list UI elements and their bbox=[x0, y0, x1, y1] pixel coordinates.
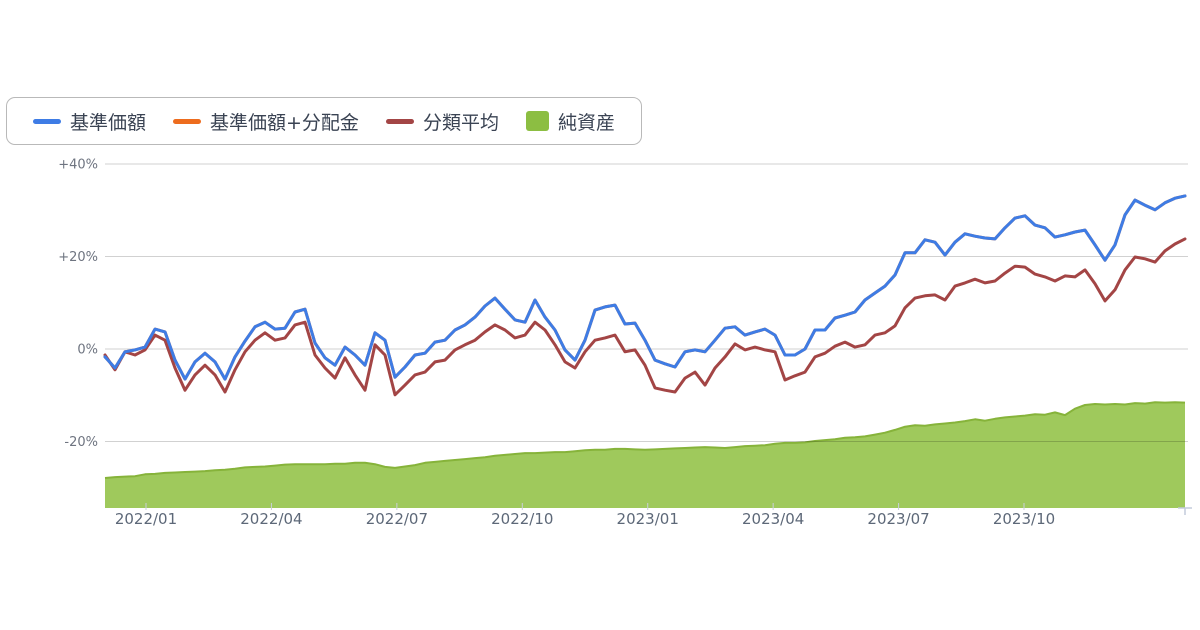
legend-item-category-average: 分類平均 bbox=[385, 108, 499, 135]
legend-label-nav: 基準価額 bbox=[70, 111, 147, 134]
nav-line bbox=[103, 194, 1187, 381]
category-average-line bbox=[103, 237, 1187, 397]
x-axis-label: 2023/10 bbox=[993, 510, 1055, 528]
x-axis-label: 2022/04 bbox=[240, 510, 302, 528]
nav-with-dividends-line bbox=[103, 194, 1187, 381]
y-axis-label: +40% bbox=[58, 158, 98, 173]
legend-item-nav: 基準価額 bbox=[33, 108, 146, 135]
legend-label-nav-with-dividends: 基準価額+分配金 bbox=[210, 111, 359, 134]
x-axis-label: 2023/01 bbox=[617, 510, 679, 528]
x-axis-label: 2022/10 bbox=[491, 510, 553, 528]
y-axis-label: -20% bbox=[64, 435, 98, 450]
legend-label-category-average: 分類平均 bbox=[422, 111, 499, 134]
legend-label-net-assets: 純資産 bbox=[557, 111, 615, 134]
y-axis-label: 0% bbox=[77, 343, 98, 358]
nav-line-swatch bbox=[33, 118, 61, 124]
net-assets-area bbox=[105, 402, 1185, 508]
net-assets-area-swatch bbox=[525, 111, 549, 131]
chart-legend: 基準価額 基準価額+分配金 分類平均 純資産 bbox=[6, 97, 642, 145]
x-axis-label: 2023/04 bbox=[742, 510, 804, 528]
x-axis-label: 2023/07 bbox=[867, 510, 929, 528]
y-axis-label: +20% bbox=[58, 250, 98, 265]
legend-item-nav-with-dividends: 基準価額+分配金 bbox=[173, 108, 359, 135]
nav-with-dividends-line-swatch bbox=[173, 118, 202, 124]
category-average-line-swatch bbox=[385, 118, 414, 124]
x-axis-label: 2022/01 bbox=[115, 510, 177, 528]
net-assets-area-edge bbox=[104, 401, 1186, 479]
legend-item-net-assets: 純資産 bbox=[525, 108, 615, 135]
x-axis-label: 2022/07 bbox=[366, 510, 428, 528]
